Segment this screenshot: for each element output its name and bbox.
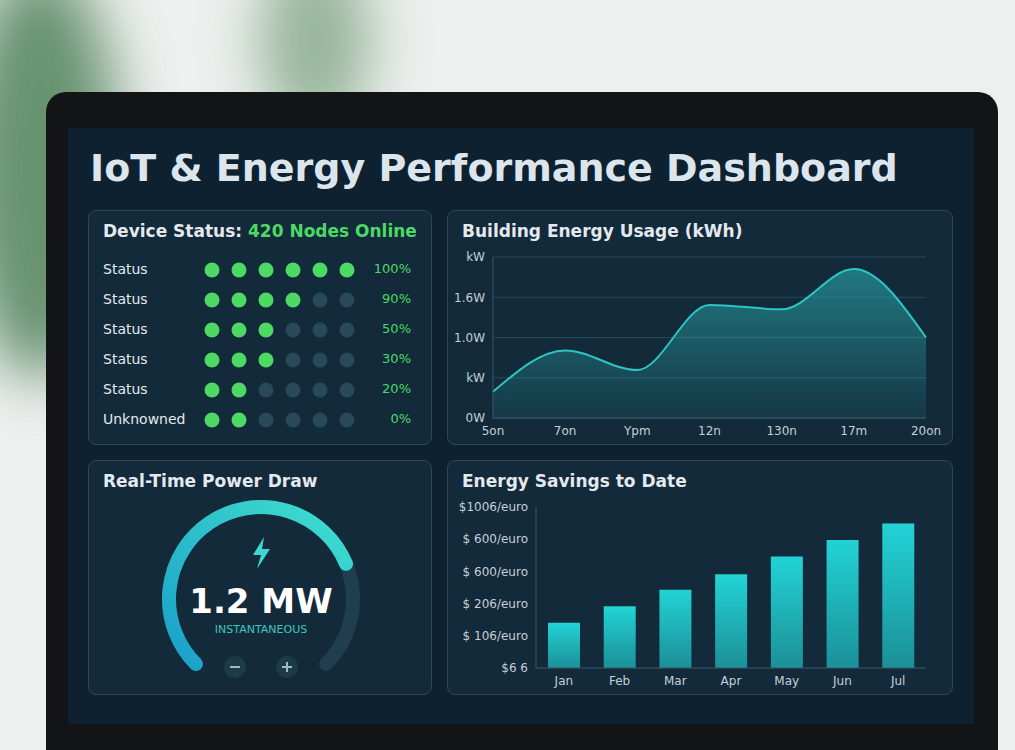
html-text:90%: 90% — [382, 291, 411, 306]
svg-text:$6 6: $6 6 — [501, 661, 528, 675]
svg-text:Jul: Jul — [890, 674, 905, 688]
svg-text:5on: 5on — [482, 424, 505, 438]
html-text:Unknowned: Unknowned — [103, 411, 186, 427]
html-text:Device Status: 420 Nodes Onlin: Device Status: 420 Nodes Online — [103, 221, 417, 241]
svg-text:May: May — [774, 674, 799, 688]
svg-text:Feb: Feb — [609, 674, 630, 688]
svg-text:$ 206/euro: $ 206/euro — [463, 597, 528, 611]
svg-text:INSTANTANEOUS: INSTANTANEOUS — [215, 623, 307, 636]
svg-text:Jun: Jun — [832, 674, 852, 688]
svg-text:130n: 130n — [766, 424, 797, 438]
svg-text:Mar: Mar — [664, 674, 687, 688]
html-text:0%: 0% — [390, 411, 411, 426]
html-text:30%: 30% — [382, 351, 411, 366]
html-text:Status: Status — [103, 261, 148, 277]
html-text:IoT & Energy Performance Dashb: IoT & Energy Performance Dashboard — [90, 146, 898, 190]
svg-text:0W: 0W — [466, 411, 486, 425]
html-text:Status: Status — [103, 291, 148, 307]
html-text:Status: Status — [103, 381, 148, 397]
svg-text:kW: kW — [466, 371, 485, 385]
html-text:Status: Status — [103, 351, 148, 367]
svg-text:$ 600/euro: $ 600/euro — [463, 532, 528, 546]
svg-text:7on: 7on — [554, 424, 577, 438]
html-text:Building Energy Usage (kWh): Building Energy Usage (kWh) — [462, 221, 743, 241]
svg-text:Ypm: Ypm — [623, 424, 651, 438]
svg-text:$ 600/euro: $ 600/euro — [463, 565, 528, 579]
svg-text:17m: 17m — [840, 424, 867, 438]
html-text:Energy Savings to Date: Energy Savings to Date — [462, 471, 687, 491]
html-text:100%: 100% — [373, 261, 411, 276]
svg-text:1.6W: 1.6W — [454, 291, 485, 305]
svg-text:1.2 MW: 1.2 MW — [189, 581, 332, 621]
svg-text:kW: kW — [466, 250, 485, 264]
svg-text:12n: 12n — [698, 424, 721, 438]
html-text:50%: 50% — [382, 321, 411, 336]
html-text:Status: Status — [103, 321, 148, 337]
svg-text:Jan: Jan — [554, 674, 574, 688]
svg-text:Apr: Apr — [721, 674, 742, 688]
html-text:20%: 20% — [382, 381, 411, 396]
svg-text:$1006/euro: $1006/euro — [459, 500, 528, 514]
svg-text:1.0W: 1.0W — [454, 331, 485, 345]
svg-text:20on: 20on — [911, 424, 941, 438]
html-text:Real-Time Power Draw: Real-Time Power Draw — [103, 471, 318, 491]
svg-text:$ 106/euro: $ 106/euro — [463, 629, 528, 643]
